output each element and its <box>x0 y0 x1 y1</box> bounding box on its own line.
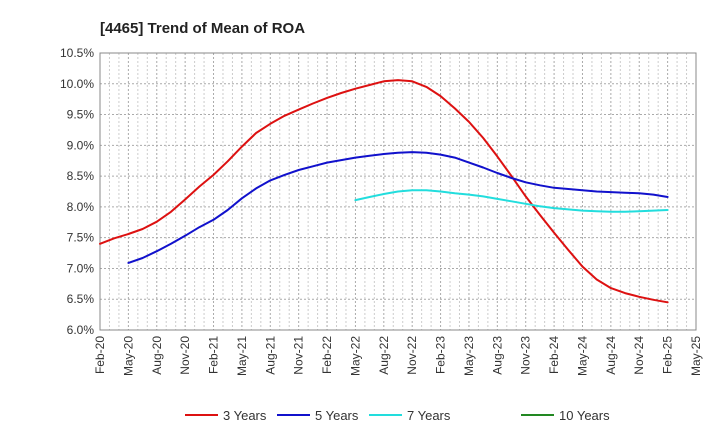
x-tick-label: May-21 <box>235 336 249 376</box>
x-tick-label: Aug-20 <box>150 336 164 375</box>
legend-label-5-years: 5 Years <box>315 408 359 423</box>
y-tick-label: 9.0% <box>67 138 95 152</box>
x-tick-label: Feb-22 <box>320 336 334 374</box>
y-tick-label: 6.5% <box>67 292 95 306</box>
x-tick-label: Feb-24 <box>547 336 561 374</box>
chart-title: [4465] Trend of Mean of ROA <box>100 20 305 37</box>
series-line-3-years <box>99 79 669 304</box>
legend: 3 Years 5 Years 7 Years 10 Years <box>185 408 610 423</box>
plot-frame <box>99 52 697 331</box>
x-tick-label: Aug-22 <box>377 336 391 375</box>
x-tick-label: May-22 <box>348 336 362 376</box>
x-tick-label: Aug-23 <box>490 336 504 375</box>
axis-layer: 6.0% 6.5% 7.0% 7.5% 8.0% 8.5% 9.0% 9.5% 10.0% 10.… <box>60 46 703 376</box>
x-tick-label: May-25 <box>689 336 703 376</box>
x-tick-label: Feb-23 <box>434 336 448 374</box>
x-tick-label: Aug-21 <box>263 336 277 375</box>
x-tick-label: Nov-21 <box>292 336 306 375</box>
y-tick-label: 10.0% <box>60 77 94 91</box>
y-tick-label: 10.5% <box>60 46 94 60</box>
y-tick-label: 8.5% <box>67 169 95 183</box>
series-line-5-years <box>127 151 669 264</box>
y-tick-label: 7.5% <box>67 231 95 245</box>
x-tick-label: May-24 <box>575 336 589 376</box>
y-tick-label: 8.0% <box>67 200 95 214</box>
legend-label-10-years: 10 Years <box>559 408 610 423</box>
y-tick-label: 7.0% <box>67 261 95 275</box>
x-tick-label: Nov-20 <box>178 336 192 375</box>
y-tick-label: 6.0% <box>67 323 95 337</box>
x-tick-label: Nov-24 <box>632 336 646 375</box>
x-tick-label: May-23 <box>462 336 476 376</box>
legend-label-7-years: 7 Years <box>407 408 451 423</box>
series-line-7-years <box>354 189 669 213</box>
x-tick-label: Feb-21 <box>207 336 221 374</box>
x-tick-label: May-20 <box>121 336 135 376</box>
x-tick-label: Nov-23 <box>519 336 533 375</box>
x-tick-label: Feb-25 <box>661 336 675 374</box>
y-tick-label: 9.5% <box>67 108 95 122</box>
x-tick-label: Feb-20 <box>93 336 107 374</box>
x-tick-label: Nov-22 <box>405 336 419 375</box>
legend-label-3-years: 3 Years <box>223 408 267 423</box>
x-tick-label: Aug-24 <box>604 336 618 375</box>
series-layer <box>99 79 669 304</box>
